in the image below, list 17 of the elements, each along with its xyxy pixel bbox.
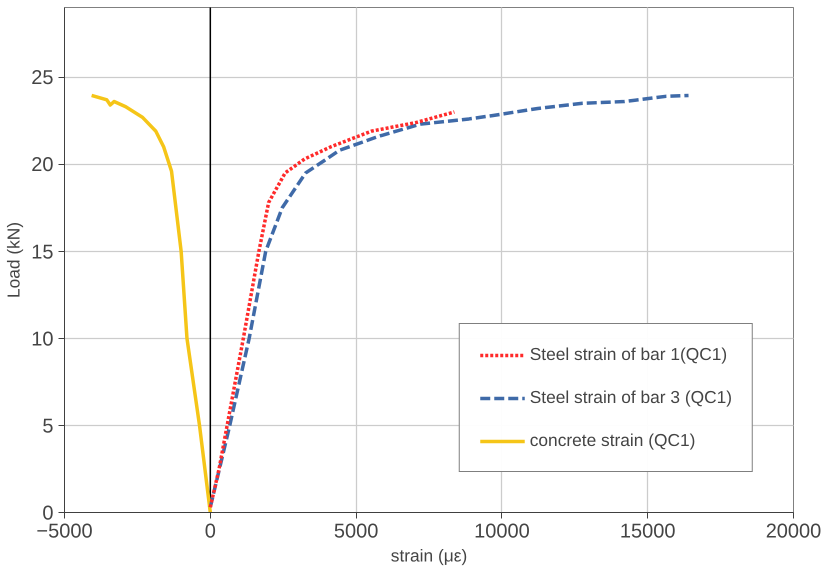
y-tick-label: 15	[31, 241, 54, 264]
legend-label: Steel strain of bar 1(QC1)	[530, 344, 728, 365]
line-series	[90, 94, 212, 512]
x-axis-title: strain (με)	[390, 546, 468, 566]
y-tick-label: 5	[42, 415, 54, 438]
x-tick-label: 5000	[334, 520, 378, 542]
x-tick-label: 10000	[474, 520, 530, 542]
y-axis-title: Load (kN)	[3, 222, 24, 298]
legend-label: concrete strain (QC1)	[530, 430, 696, 451]
y-tick-label: 20	[31, 154, 54, 176]
x-tick-label: 15000	[620, 520, 676, 542]
x-tick-label: 0	[204, 520, 216, 542]
y-tick-label: 25	[31, 67, 54, 90]
line-series	[208, 110, 456, 510]
legend-label: Steel strain of bar 3 (QC1)	[530, 387, 732, 408]
y-tick-label: 10	[31, 328, 54, 350]
x-tick-label: 20000	[766, 520, 822, 542]
